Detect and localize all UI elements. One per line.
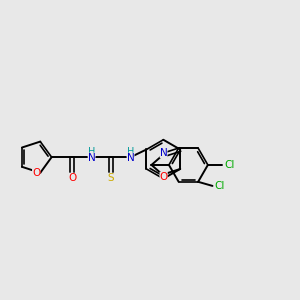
Text: O: O xyxy=(68,173,76,183)
Text: N: N xyxy=(127,153,134,163)
Text: O: O xyxy=(32,168,40,178)
Text: H: H xyxy=(127,147,134,157)
Text: S: S xyxy=(108,173,114,183)
Text: Cl: Cl xyxy=(224,160,235,170)
Text: N: N xyxy=(88,153,95,163)
Text: H: H xyxy=(88,147,95,157)
Text: Cl: Cl xyxy=(214,181,225,191)
Text: O: O xyxy=(160,172,168,182)
Text: N: N xyxy=(160,148,167,158)
